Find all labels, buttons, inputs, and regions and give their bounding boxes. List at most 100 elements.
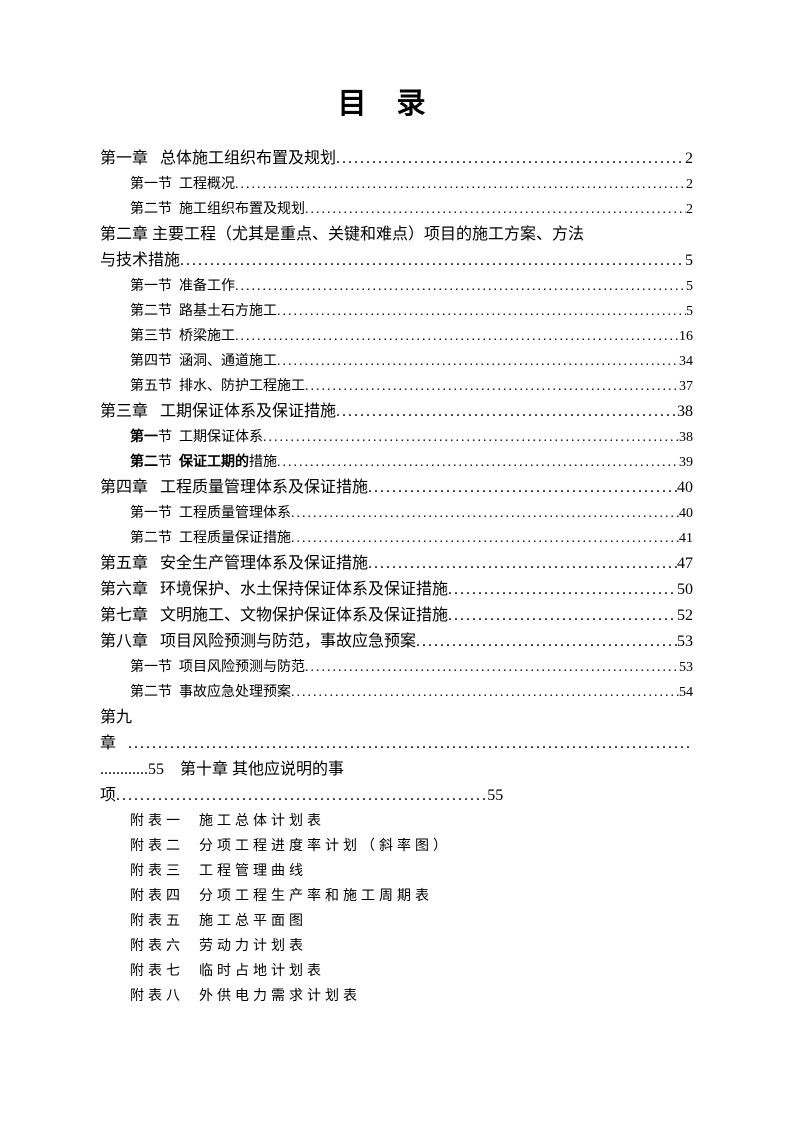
toc-text: 第二节 路基土石方施工 — [130, 299, 277, 324]
toc-section-1-1: 第一节 工程概况 2 — [100, 172, 693, 197]
toc-text: 第一节 准备工作 — [130, 274, 235, 299]
toc-page: 52 — [677, 603, 693, 629]
toc-dots — [128, 731, 693, 757]
toc-dots — [116, 783, 487, 809]
toc-text: 第四节 涵洞、通道施工 — [130, 349, 277, 374]
toc-chapter-2-line1: 第二章 主要工程（尤其是重点、关键和难点）项目的施工方案、方法 — [100, 222, 693, 248]
appendix-3: 附表三 工程管理曲线 — [100, 859, 693, 884]
toc-chapter-9-line3: ............55 第十章 其他应说明的事 — [100, 757, 693, 783]
toc-page: 53 — [677, 629, 693, 655]
toc-text: 第一节 项目风险预测与防范 — [130, 655, 305, 680]
appendix-5: 附表五 施工总平面图 — [100, 909, 693, 934]
toc-text: 第一节 工程质量管理体系 — [130, 501, 291, 526]
toc-page: 2 — [686, 172, 693, 197]
toc-dots — [291, 526, 679, 551]
toc-section-8-2: 第二节 事故应急处理预案 54 — [100, 680, 693, 705]
toc-page: 47 — [677, 551, 693, 577]
toc-chapter-4: 第四章 工程质量管理体系及保证措施 40 — [100, 475, 693, 501]
toc-section-1-2: 第二节 施工组织布置及规划 2 — [100, 197, 693, 222]
toc-section-2-1: 第一节 准备工作 5 — [100, 274, 693, 299]
toc-page: 5 — [685, 248, 693, 274]
toc-dots — [277, 299, 686, 324]
toc-page: 5 — [686, 274, 693, 299]
toc-page: 5 — [686, 299, 693, 324]
toc-dots — [336, 399, 677, 425]
appendix-7: 附表七 临时占地计划表 — [100, 959, 693, 984]
toc-text: 第一章 总体施工组织布置及规划 — [100, 146, 336, 172]
toc-section-2-5: 第五节 排水、防护工程施工 37 — [100, 374, 693, 399]
toc-text: 项 — [100, 783, 116, 809]
toc-text: 第四章 工程质量管理体系及保证措施 — [100, 475, 368, 501]
toc-dots — [305, 655, 679, 680]
toc-text: 第六章 环境保护、水土保持保证体系及保证措施 — [100, 577, 448, 603]
toc-chapter-6: 第六章 环境保护、水土保持保证体系及保证措施 50 — [100, 577, 693, 603]
toc-page: 38 — [677, 399, 693, 425]
toc-section-4-2: 第二节 工程质量保证措施 41 — [100, 526, 693, 551]
toc-text: 第三节 桥梁施工 — [130, 324, 235, 349]
appendix-8: 附表八 外供电力需求计划表 — [100, 984, 693, 1009]
toc-section-4-1: 第一节 工程质量管理体系 40 — [100, 501, 693, 526]
toc-page: 2 — [686, 197, 693, 222]
toc-dots — [235, 172, 686, 197]
toc-dots — [277, 450, 679, 475]
toc-dots — [263, 425, 679, 450]
toc-section-8-1: 第一节 项目风险预测与防范 53 — [100, 655, 693, 680]
appendix-1: 附表一 施工总体计划表 — [100, 809, 693, 834]
toc-dots — [305, 374, 679, 399]
toc-text: 第二节 施工组织布置及规划 — [130, 197, 305, 222]
toc-text: 与技术措施 — [100, 248, 180, 274]
toc-dots — [235, 324, 679, 349]
toc-dots — [448, 577, 677, 603]
toc-text: 第五节 排水、防护工程施工 — [130, 374, 305, 399]
toc-chapter-9-line2: 章 — [100, 731, 693, 757]
toc-page: 54 — [679, 680, 693, 705]
toc-dots — [180, 248, 685, 274]
toc-dots — [305, 197, 686, 222]
toc-page: 53 — [679, 655, 693, 680]
toc-page: 40 — [679, 501, 693, 526]
appendix-4: 附表四 分项工程生产率和施工周期表 — [100, 884, 693, 909]
toc-page: 55 — [487, 783, 503, 809]
page: 目录 第一章 总体施工组织布置及规划 2 第一节 工程概况 2 第二节 施工组织… — [0, 0, 793, 1122]
toc-dots — [416, 629, 677, 655]
page-title: 目录 — [100, 80, 693, 122]
toc-page: 2 — [685, 146, 693, 172]
toc-page: 39 — [679, 450, 693, 475]
toc-dots — [235, 274, 686, 299]
toc-text: 第二节 事故应急处理预案 — [130, 680, 291, 705]
toc-page: 34 — [679, 349, 693, 374]
toc-page: 50 — [677, 577, 693, 603]
toc-dots — [368, 475, 677, 501]
toc-text: 第五章 安全生产管理体系及保证措施 — [100, 551, 368, 577]
appendix-6: 附表六 劳动力计划表 — [100, 934, 693, 959]
toc-page: 41 — [679, 526, 693, 551]
toc-dots — [291, 680, 679, 705]
toc-text: 章 — [100, 731, 128, 757]
toc-chapter-8: 第八章 项目风险预测与防范，事故应急预案 53 — [100, 629, 693, 655]
toc-text: 第八章 项目风险预测与防范，事故应急预案 — [100, 629, 416, 655]
toc-chapter-1: 第一章 总体施工组织布置及规划 2 — [100, 146, 693, 172]
toc-section-2-3: 第三节 桥梁施工 16 — [100, 324, 693, 349]
toc-text: 第一节 工程概况 — [130, 172, 235, 197]
toc-chapter-7: 第七章 文明施工、文物保护保证体系及保证措施 52 — [100, 603, 693, 629]
toc-text: 第一节 工期保证体系 — [130, 425, 263, 450]
toc-text: 第二节 保证工期的措施 — [130, 450, 277, 475]
toc-section-3-2: 第二节 保证工期的措施 39 — [100, 450, 693, 475]
toc-text: 第七章 文明施工、文物保护保证体系及保证措施 — [100, 603, 448, 629]
toc-chapter-10-line2: 项 55 — [100, 783, 503, 809]
toc-dots — [448, 603, 677, 629]
toc-section-3-1: 第一节 工期保证体系 38 — [100, 425, 693, 450]
toc-dots — [277, 349, 679, 374]
toc-section-2-4: 第四节 涵洞、通道施工 34 — [100, 349, 693, 374]
toc-page: 40 — [677, 475, 693, 501]
toc-dots — [368, 551, 677, 577]
toc-text: 第三章 工期保证体系及保证措施 — [100, 399, 336, 425]
toc-chapter-2-line2: 与技术措施 5 — [100, 248, 693, 274]
toc-section-2-2: 第二节 路基土石方施工 5 — [100, 299, 693, 324]
toc-chapter-5: 第五章 安全生产管理体系及保证措施 47 — [100, 551, 693, 577]
toc-dots — [291, 501, 679, 526]
toc-page: 38 — [679, 425, 693, 450]
toc-chapter-3: 第三章 工期保证体系及保证措施 38 — [100, 399, 693, 425]
toc-page: 37 — [679, 374, 693, 399]
toc-text: 第二节 工程质量保证措施 — [130, 526, 291, 551]
